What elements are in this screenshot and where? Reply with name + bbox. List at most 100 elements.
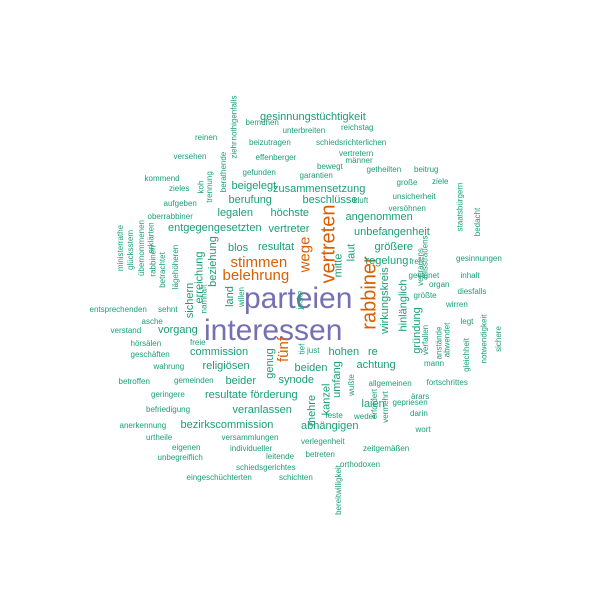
cloud-word: gesinnungen — [456, 254, 502, 263]
cloud-word: belehrung — [222, 266, 290, 284]
cloud-word: höchste — [270, 206, 310, 219]
cloud-word: sichere — [493, 326, 503, 352]
cloud-word: resultat — [258, 240, 295, 253]
cloud-word: ziehr — [229, 141, 239, 159]
cloud-word: wahrung — [153, 362, 185, 371]
cloud-word: anerkennung — [119, 421, 167, 430]
cloud-word: zusammensetzung — [273, 182, 366, 195]
cloud-word: verstand — [110, 326, 142, 335]
cloud-word: interessen — [204, 314, 343, 347]
cloud-word: trennung — [204, 171, 214, 203]
cloud-word: gefunden — [242, 168, 276, 177]
cloud-word: garantien — [299, 171, 333, 180]
cloud-word: leitende — [266, 452, 295, 461]
cloud-word: fünf — [274, 336, 292, 362]
cloud-word: befriedigung — [146, 405, 191, 414]
cloud-word: verfallen — [421, 324, 431, 356]
cloud-word: wege — [296, 236, 314, 272]
cloud-word: legt — [460, 317, 474, 326]
cloud-word: genug — [263, 347, 276, 379]
cloud-word: mann — [424, 359, 445, 368]
cloud-word: darin — [410, 409, 428, 418]
cloud-word: förderung — [250, 388, 298, 401]
cloud-word: aufgeben — [163, 199, 197, 208]
cloud-word: beigelegt — [231, 179, 277, 192]
cloud-word: notwendigkeit — [478, 314, 488, 364]
cloud-word: mehre — [305, 394, 318, 426]
cloud-word: nothigenfalls — [228, 95, 238, 141]
cloud-word: beizutragen — [249, 138, 291, 147]
cloud-word: beitrug — [414, 165, 439, 174]
cloud-word: beiden — [294, 361, 328, 374]
cloud-word: größte — [413, 291, 437, 300]
cloud-word: ärars — [411, 392, 430, 401]
cloud-word: bemühen — [245, 118, 279, 127]
cloud-word: willen — [237, 286, 247, 308]
cloud-word: asche — [141, 317, 163, 326]
cloud-word: getheilten — [366, 165, 402, 174]
cloud-word: geschäften — [130, 350, 170, 359]
cloud-word: angenommen — [345, 210, 413, 223]
cloud-word: feste — [325, 411, 343, 420]
cloud-word: abhängigen — [301, 419, 359, 432]
cloud-word: bezirkscommission — [180, 418, 274, 431]
cloud-word: vertreter — [268, 222, 310, 235]
cloud-word: tief — [296, 343, 306, 355]
cloud-word: urtheile — [146, 433, 173, 442]
cloud-word: unbegreiflich — [157, 453, 203, 462]
cloud-word: orthodoxen — [340, 460, 381, 469]
cloud-word: versehen — [173, 152, 207, 161]
cloud-word: just — [307, 346, 320, 355]
cloud-word: größere — [374, 240, 414, 253]
cloud-word: diesfalls — [457, 287, 487, 296]
cloud-word: laien — [361, 397, 385, 410]
cloud-word: kommend — [144, 174, 180, 183]
cloud-word: entgegengesetzten — [168, 221, 262, 234]
cloud-word: achtung — [356, 358, 396, 371]
cloud-word: betrachtet — [157, 252, 167, 288]
cloud-word: rabbinen — [148, 245, 158, 277]
cloud-word: große — [396, 178, 418, 187]
cloud-word: namhaft — [198, 284, 208, 314]
cloud-word: schichten — [279, 473, 313, 482]
cloud-word: sichern — [183, 282, 196, 318]
cloud-word: hinlänglich — [397, 279, 410, 331]
cloud-word: berathende — [219, 151, 229, 193]
cloud-word: berufung — [228, 193, 272, 206]
cloud-word: beziehung — [206, 235, 219, 287]
cloud-word: entsprechenden — [89, 305, 147, 314]
cloud-word: bedacht — [473, 207, 483, 237]
cloud-word: umfang — [330, 360, 343, 398]
cloud-word: allgemeinen — [368, 379, 412, 388]
cloud-word: frei — [409, 257, 421, 266]
cloud-word: eigenen — [172, 443, 201, 452]
cloud-word: betroffen — [118, 377, 150, 386]
cloud-word: unsicherheit — [392, 192, 436, 201]
cloud-word: land — [223, 285, 236, 307]
cloud-word: veranlassen — [232, 403, 292, 416]
cloud-word: betreten — [305, 450, 335, 459]
cloud-word: vermehrt — [380, 391, 390, 423]
cloud-word: wort — [415, 425, 431, 434]
cloud-word: misstrauens — [420, 235, 430, 279]
cloud-word: wußte — [346, 374, 356, 396]
cloud-word: versammlungen — [221, 433, 279, 442]
cloud-word: reichstag — [341, 123, 374, 132]
cloud-word: religiösen — [202, 359, 250, 372]
cloud-word: abwendet — [441, 322, 451, 358]
cloud-word: wirkungskreis — [378, 266, 391, 334]
cloud-word: unbefangenheit — [354, 225, 430, 238]
cloud-word: vorgang — [158, 323, 198, 336]
cloud-word: geringere — [151, 390, 185, 399]
cloud-word: versöhnen — [388, 204, 426, 213]
cloud-word: commission — [190, 345, 249, 358]
cloud-word: kluft — [353, 196, 369, 205]
cloud-word: legalen — [217, 206, 253, 219]
cloud-word: effenberger — [255, 153, 297, 162]
cloud-word: gepriesen — [392, 398, 428, 407]
cloud-word: freie — [190, 338, 206, 347]
cloud-word: verlegenheit — [301, 437, 345, 446]
cloud-word: lägehöheren — [171, 244, 181, 290]
cloud-word: unterbreiten — [282, 126, 326, 135]
